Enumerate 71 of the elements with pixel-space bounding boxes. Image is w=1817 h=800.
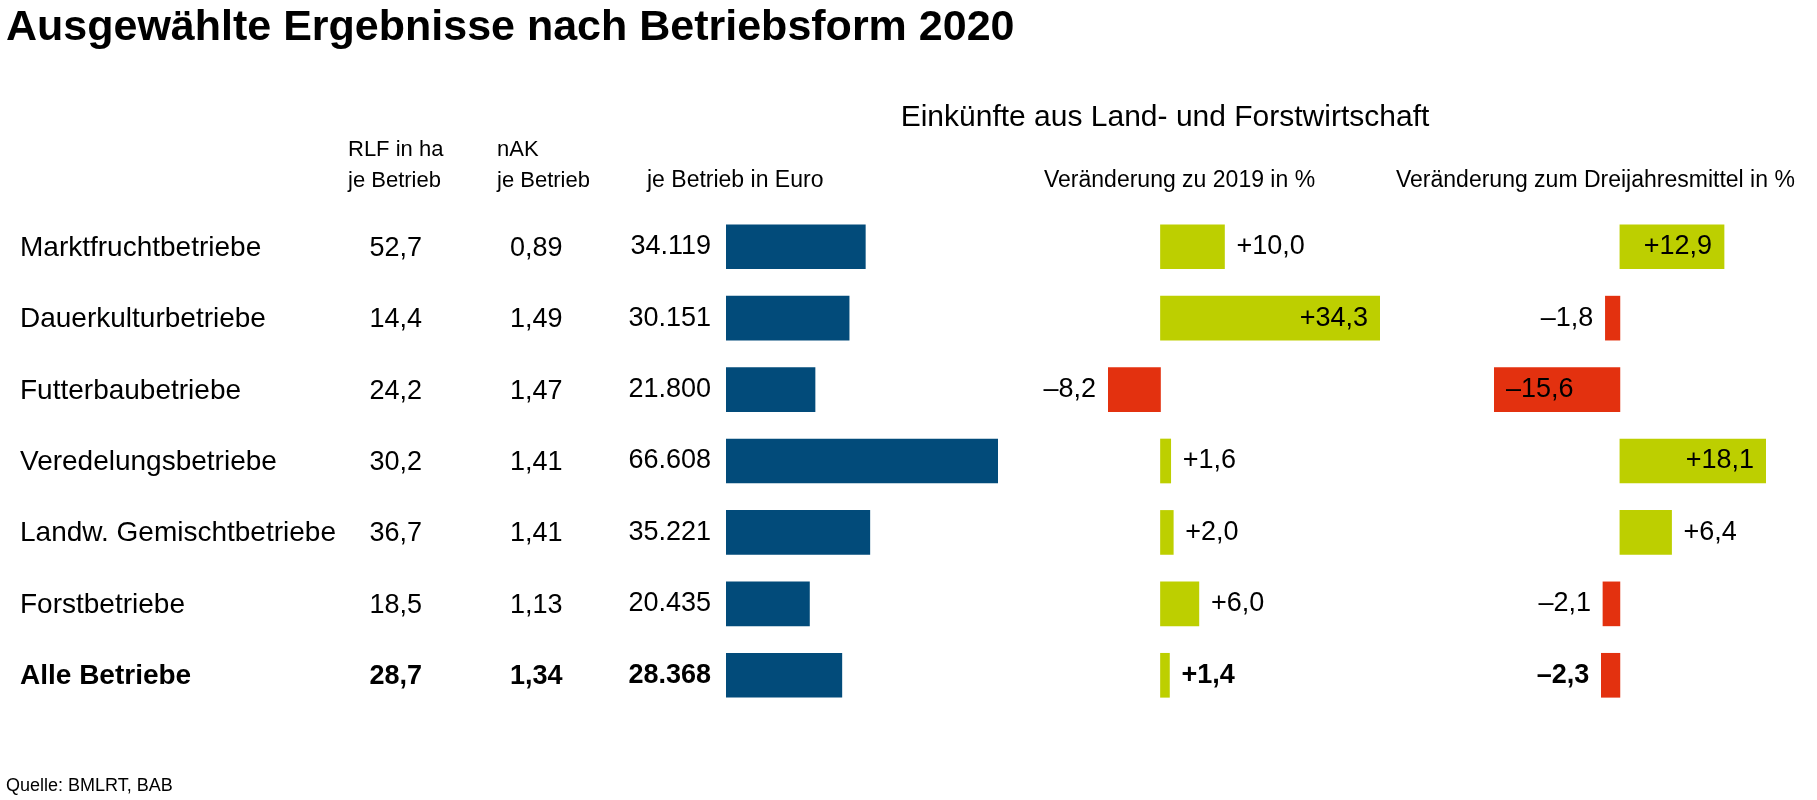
- data-label: +10,0: [1236, 230, 1305, 261]
- data-label: +12,9: [1643, 230, 1713, 261]
- bar: [1160, 438, 1172, 484]
- bar: [726, 224, 866, 270]
- data-label: 20.435: [628, 587, 711, 618]
- bar: [726, 652, 843, 698]
- data-label: 66.608: [628, 444, 711, 475]
- data-label: 18,5: [369, 587, 422, 621]
- data-label: 34.119: [630, 230, 711, 261]
- text: Einkünfte aus Land- und Forstwirtschaft: [900, 98, 1430, 134]
- category-label: Dauerkulturbetriebe: [20, 301, 266, 336]
- bar: [1160, 581, 1200, 627]
- bar: [1619, 510, 1672, 555]
- data-label: 28,7: [369, 659, 422, 693]
- data-label: –15,6: [1506, 373, 1574, 404]
- data-label: 1,13: [510, 587, 563, 621]
- chart-title: je Betrieb in Euro: [647, 165, 824, 194]
- data-label: 14,4: [369, 302, 422, 336]
- bar: [1494, 367, 1621, 412]
- data-label: +2,0: [1185, 515, 1239, 546]
- category-label: Marktfruchtbetriebe: [20, 229, 262, 264]
- bar: [726, 581, 810, 627]
- data-label: 1,41: [510, 445, 563, 478]
- data-label: +1,6: [1182, 444, 1237, 475]
- chart-title: Veränderung zu 2019 in %: [1044, 165, 1316, 194]
- text: nAK je Betrieb: [497, 135, 590, 194]
- data-label: 1,47: [510, 373, 563, 407]
- bar: [1160, 652, 1170, 698]
- bar: [1160, 510, 1174, 555]
- text: Ausgewählte Ergebnisse nach Betriebsform 2020: [6, 1, 1015, 49]
- bar: [726, 438, 998, 484]
- bar: [1160, 295, 1380, 341]
- data-label: 1,41: [510, 516, 563, 550]
- bar: [1619, 438, 1766, 484]
- data-label: 35.221: [628, 515, 711, 546]
- data-label: 30,2: [369, 445, 422, 478]
- source-note: Quelle: BMLRT, BAB: [6, 774, 173, 797]
- data-label: 36,7: [369, 516, 422, 550]
- data-label: 28.368: [628, 658, 711, 689]
- data-label: +6,4: [1683, 515, 1737, 546]
- bar: [726, 367, 816, 412]
- category-label: Landw. Gemischtbetriebe: [20, 515, 336, 550]
- bar: [1619, 224, 1725, 270]
- data-label: –1,8: [1540, 301, 1594, 332]
- data-label: 21.800: [628, 373, 711, 404]
- category-label: Alle Betriebe: [20, 658, 192, 693]
- category-label: Futterbaubetriebe: [20, 372, 242, 407]
- data-label: 24,2: [369, 373, 422, 407]
- data-label: 0,89: [510, 230, 563, 264]
- data-label: –2,1: [1538, 587, 1591, 618]
- category-label: Veredelungsbetriebe: [20, 444, 277, 478]
- data-label: –2,3: [1536, 658, 1590, 689]
- data-label: +1,4: [1181, 658, 1235, 689]
- data-label: +18,1: [1685, 444, 1754, 475]
- data-label: 52,7: [369, 230, 422, 264]
- bar: [726, 510, 871, 555]
- text: RLF in ha je Betrieb: [348, 135, 444, 194]
- data-label: +6,0: [1210, 587, 1265, 618]
- category-label: Forstbetriebe: [20, 586, 185, 621]
- bar: [1605, 295, 1621, 341]
- data-label: –8,2: [1043, 373, 1096, 404]
- bar: [1108, 367, 1161, 412]
- data-label: 1,34: [510, 659, 563, 693]
- data-label: 1,49: [510, 302, 563, 336]
- chart-title: Veränderung zum Dreijahresmittel in %: [1396, 165, 1795, 194]
- data-label: +34,3: [1299, 301, 1368, 332]
- bar: [1602, 581, 1621, 627]
- bar: [1601, 652, 1621, 698]
- bar: [1160, 224, 1225, 270]
- bar: [726, 295, 850, 341]
- data-label: 30.151: [628, 301, 711, 332]
